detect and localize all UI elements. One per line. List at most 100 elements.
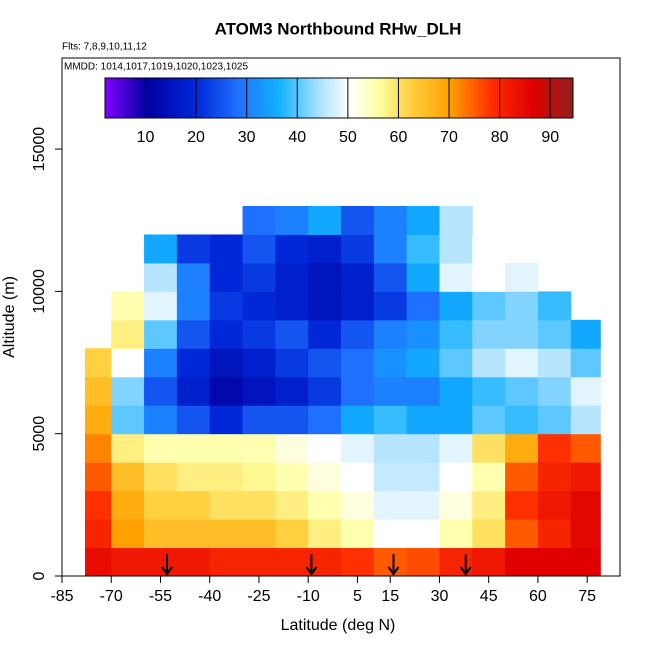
colorbar-swatch <box>507 78 510 118</box>
colorbar-swatch <box>105 78 108 118</box>
colorbar-swatch <box>219 78 222 118</box>
heat-cell <box>406 405 440 435</box>
heat-cell <box>472 319 506 349</box>
heat-cell <box>275 234 309 264</box>
colorbar-swatch <box>409 78 412 118</box>
colorbar-tick-label: 20 <box>187 129 205 146</box>
colorbar-swatch <box>425 78 428 118</box>
colorbar-swatch <box>131 78 134 118</box>
colorbar-swatch <box>545 78 548 118</box>
colorbar-swatch <box>303 78 306 118</box>
heat-cell <box>176 519 211 549</box>
heat-cell <box>341 206 375 235</box>
heat-cell <box>472 433 506 463</box>
colorbar-swatch <box>119 78 122 118</box>
colorbar-swatch <box>287 78 290 118</box>
colorbar-swatch <box>453 78 456 118</box>
colorbar-swatch <box>183 78 186 118</box>
heat-cell <box>242 433 276 463</box>
colorbar-swatch <box>547 78 550 118</box>
colorbar-swatch <box>413 78 416 118</box>
heat-cell <box>505 376 539 406</box>
colorbar-swatch <box>251 78 254 118</box>
heat-cell <box>308 206 342 235</box>
colorbar-swatch <box>461 78 464 118</box>
colorbar-swatch <box>307 78 310 118</box>
colorbar-swatch <box>199 78 202 118</box>
colorbar-swatch <box>267 78 270 118</box>
heat-cell <box>537 405 572 435</box>
colorbar-swatch <box>387 78 390 118</box>
colorbar-swatch <box>225 78 228 118</box>
colorbar-swatch <box>519 78 522 118</box>
heat-cell <box>176 234 211 264</box>
heat-cell <box>84 433 112 463</box>
heat-cell <box>537 291 572 321</box>
colorbar-swatch <box>465 78 468 118</box>
colorbar-swatch <box>411 78 414 118</box>
heat-cell <box>537 547 572 577</box>
colorbar-tick-label: 60 <box>390 129 408 146</box>
colorbar-swatch <box>175 78 178 118</box>
colorbar-swatch <box>165 78 168 118</box>
colorbar-swatch <box>559 78 562 118</box>
colorbar-swatch <box>289 78 292 118</box>
heat-cell <box>341 433 375 463</box>
heat-cell <box>406 376 440 406</box>
colorbar-swatch <box>293 78 296 118</box>
colorbar-swatch <box>337 78 340 118</box>
colorbar-swatch <box>157 78 160 118</box>
colorbar-swatch <box>481 78 484 118</box>
heat-cell <box>570 519 601 549</box>
colorbar-swatch <box>315 78 318 118</box>
heat-cell <box>111 433 145 463</box>
heat-cell <box>439 348 473 378</box>
colorbar-swatch <box>137 78 140 118</box>
colorbar-swatch <box>369 78 372 118</box>
colorbar-swatch <box>135 78 138 118</box>
y-tick-label: 15000 <box>31 127 48 172</box>
heat-cell <box>275 433 309 463</box>
heat-cell <box>176 262 211 292</box>
heat-cell <box>373 291 408 321</box>
heat-cell <box>308 348 342 378</box>
heat-cell <box>505 433 539 463</box>
heat-cell <box>341 291 375 321</box>
colorbar-swatch <box>285 78 288 118</box>
heat-cell <box>144 262 178 292</box>
heat-cell <box>406 433 440 463</box>
heat-cell <box>144 433 178 463</box>
heat-cell <box>176 348 211 378</box>
colorbar-swatch <box>503 78 506 118</box>
colorbar-swatch <box>441 78 444 118</box>
heat-cell <box>570 376 601 406</box>
colorbar-swatch <box>191 78 194 118</box>
heat-cell <box>570 490 601 520</box>
heat-cell <box>406 462 440 492</box>
x-tick-label: 15 <box>381 588 399 605</box>
heat-cell <box>439 319 473 349</box>
heat-cell <box>242 348 276 378</box>
heat-cell <box>111 547 145 577</box>
heat-cell <box>308 319 342 349</box>
heat-cell <box>176 376 211 406</box>
colorbar-swatch <box>479 78 482 118</box>
heat-cell <box>570 462 601 492</box>
colorbar-swatch <box>319 78 322 118</box>
heat-cell <box>373 547 408 577</box>
colorbar-swatch <box>495 78 498 118</box>
colorbar-swatch <box>227 78 230 118</box>
heat-cell <box>341 490 375 520</box>
colorbar-swatch <box>167 78 170 118</box>
y-tick-label: 10000 <box>31 269 48 314</box>
heat-cell <box>570 547 601 577</box>
heat-cell <box>111 291 145 321</box>
heat-cell <box>341 519 375 549</box>
colorbar-swatch <box>451 78 454 118</box>
colorbar-swatch <box>463 78 466 118</box>
colorbar-swatch <box>247 78 250 118</box>
colorbar-swatch <box>237 78 240 118</box>
colorbar-swatch <box>467 78 470 118</box>
x-tick-label: 75 <box>578 588 596 605</box>
heat-cell <box>439 376 473 406</box>
